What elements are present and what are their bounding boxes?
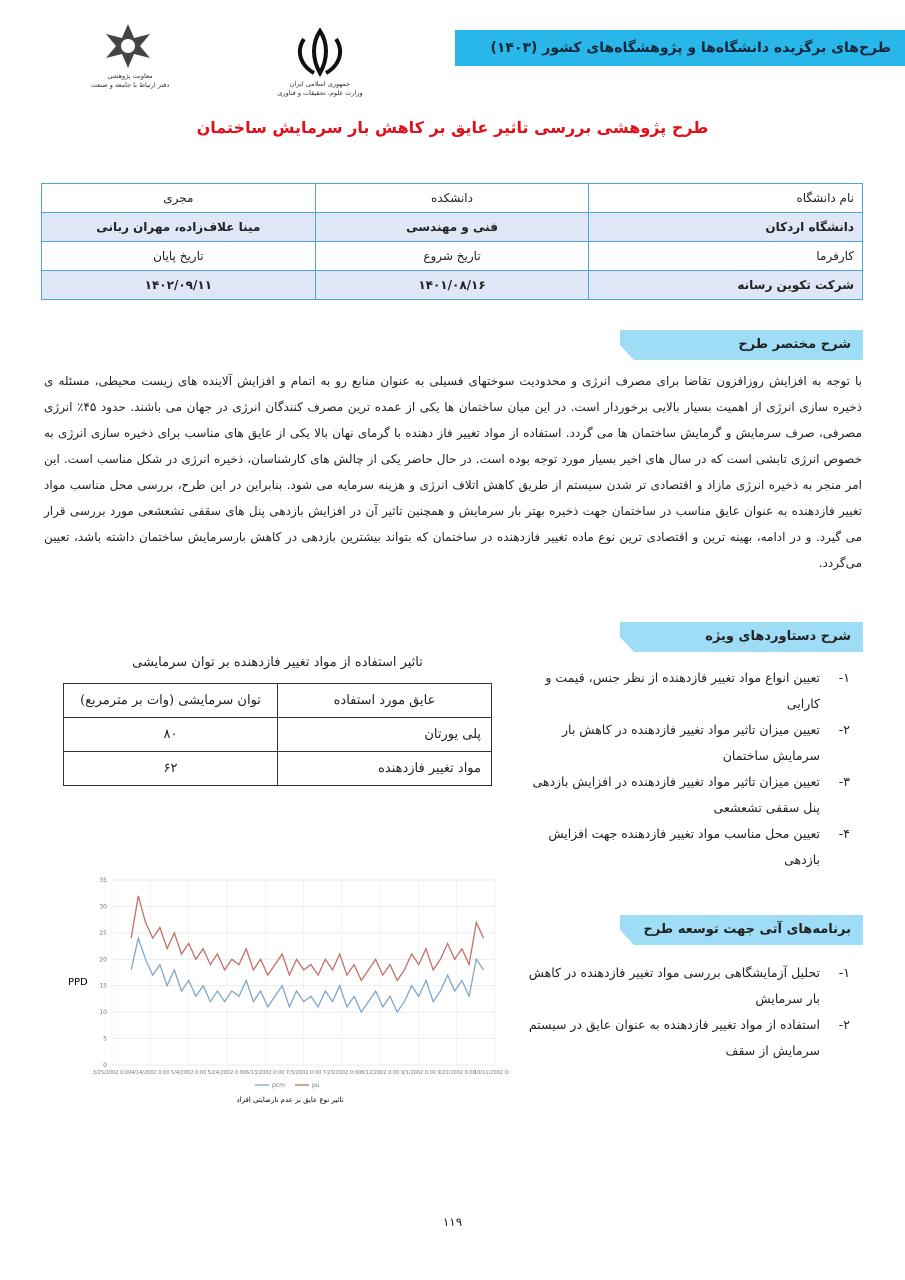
- achievements-list: ۱- تعیین انواع مواد تغییر فازدهنده از نظر…: [520, 665, 850, 873]
- cell: ۱۴۰۲/۰۹/۱۱: [41, 270, 316, 300]
- cell: عایق مورد استفاده: [277, 683, 492, 718]
- data-line: [130, 895, 485, 982]
- cell: مینا علاف‌زاده، مهران ربانی: [41, 212, 316, 242]
- y-tick-label: 15: [99, 983, 107, 990]
- page-number: ۱۱۹: [442, 1215, 463, 1229]
- y-tick-label: 25: [99, 930, 107, 937]
- item-text: تعیین انواع مواد تغییر فازدهنده از نظر ج…: [545, 670, 820, 711]
- list-item: ۳- تعیین میزان تاثیر مواد تغییر فازدهنده …: [520, 769, 850, 821]
- section-heading: شرح دستاوردهای ویژه: [620, 622, 863, 652]
- item-text: تعیین میزان تاثیر مواد تغییر فازدهنده در…: [532, 774, 820, 815]
- item-number: ۱-: [838, 670, 850, 685]
- y-tick-label: 0: [103, 1062, 107, 1069]
- y-axis-label: PPD: [68, 977, 88, 988]
- list-item: ۱- تعیین انواع مواد تغییر فازدهنده از نظر…: [520, 665, 850, 717]
- list-item: ۲- تعیین میزان تاثیر مواد تغییر فازدهنده …: [520, 717, 850, 769]
- info-table: نام دانشگاه دانشکده مجری دانشگاه اردکان فنی…: [41, 183, 863, 300]
- cell: کارفرما: [588, 241, 863, 271]
- cell: دانشگاه اردکان: [588, 212, 863, 242]
- cell: تاریخ شروع: [314, 241, 590, 271]
- x-tick-label: 7/23/2002 0:00: [323, 1070, 361, 1076]
- result-table: عایق مورد استفاده توان سرمایشی (وات بر مت…: [63, 683, 492, 786]
- list-item: ۴- تعیین محل مناسب مواد تغییر فازدهنده جه…: [520, 821, 850, 873]
- header-title: طرح‌های برگزیده دانشگاه‌ها و پژوهشگاه‌ها…: [455, 30, 905, 66]
- cell: ۸۰: [63, 717, 278, 752]
- list-item: ۲- استفاده از مواد تغییر فازدهنده به عنوا…: [520, 1012, 850, 1064]
- item-number: ۳-: [838, 774, 850, 789]
- summary-text: با توجه به افزایش روزافزون تقاضا برای مص…: [44, 374, 862, 570]
- cell: نام دانشگاه: [588, 183, 863, 213]
- logo-text: جمهوری اسلامی ایران وزارت علوم، تحقیقات …: [277, 80, 363, 97]
- item-number: ۴-: [838, 826, 850, 841]
- chart: PPD تاثیر نوع عایق بر عدم نارضایتی افراد…: [68, 877, 510, 1104]
- page-title: طرح پژوهشی بررسی تاثیر عایق بر کاهش بار …: [196, 118, 709, 137]
- cell: شرکت تکوین رسانه: [588, 270, 863, 300]
- legend-label: pu: [312, 1082, 320, 1089]
- y-tick-label: 30: [99, 903, 107, 910]
- y-tick-label: 5: [103, 1036, 107, 1043]
- item-text: تحلیل آزمایشگاهی بررسی مواد تغییر فازدهن…: [528, 965, 820, 1006]
- cell: توان سرمایشی (وات بر مترمربع): [63, 683, 278, 718]
- future-list: ۱- تحلیل آزمایشگاهی بررسی مواد تغییر فازد…: [520, 960, 850, 1064]
- x-tick-label: 6/13/2002 0:00: [246, 1070, 284, 1076]
- legend-label: pcm: [272, 1082, 285, 1089]
- logo-ornament: [106, 24, 150, 68]
- item-text: تعیین محل مناسب مواد تغییر فازدهنده جهت …: [548, 826, 820, 867]
- cell: مجری: [41, 183, 316, 213]
- section-heading: شرح مختصر طرح: [620, 330, 863, 360]
- cell: دانشکده: [314, 183, 590, 213]
- x-tick-label: 5/24/2002 0:00: [208, 1070, 246, 1076]
- data-line: [130, 935, 485, 1014]
- y-tick-label: 20: [99, 956, 107, 963]
- logo-text: معاونت پژوهشی دفتر ارتباط با جامعه و صنع…: [90, 72, 170, 89]
- x-tick-label: 5/4/2002 0:00: [171, 1070, 206, 1076]
- list-item: ۱- تحلیل آزمایشگاهی بررسی مواد تغییر فازد…: [520, 960, 850, 1012]
- item-number: ۱-: [838, 965, 850, 980]
- section-heading: برنامه‌های آتی جهت توسعه طرح: [620, 915, 863, 945]
- x-tick-label: 7/3/2002 0:00: [286, 1070, 321, 1076]
- x-tick-label: 9/21/2002 0:00: [437, 1070, 475, 1076]
- cell: پلی یورتان: [277, 717, 492, 752]
- x-tick-label: 10/11/2002 0:00: [474, 1070, 510, 1076]
- item-number: ۲-: [838, 1017, 850, 1032]
- x-tick-label: 4/14/2002 0:00: [131, 1070, 169, 1076]
- cell: ۶۲: [63, 751, 278, 786]
- cell: مواد تغییر فازدهنده: [277, 751, 492, 786]
- x-tick-label: 8/12/2002 0:00: [361, 1070, 399, 1076]
- cell: تاریخ پایان: [41, 241, 316, 271]
- table-caption: تاثیر استفاده از مواد تغییر فازدهنده بر …: [132, 655, 423, 670]
- y-tick-label: 10: [99, 1009, 107, 1016]
- y-tick-label: 35: [99, 877, 107, 884]
- cell: ۱۴۰۱/۰۸/۱۶: [314, 270, 590, 300]
- emblem: [297, 27, 343, 78]
- item-text: استفاده از مواد تغییر فازدهنده به عنوان …: [528, 1017, 820, 1058]
- x-tick-label: 9/1/2002 0:00: [401, 1070, 436, 1076]
- x-tick-label: 3/25/2002 0:00: [93, 1070, 131, 1076]
- item-text: تعیین میزان تاثیر مواد تغییر فازدهنده در…: [561, 722, 820, 763]
- chart-caption: تاثیر نوع عایق بر عدم نارضایتی افراد: [237, 1096, 344, 1104]
- item-number: ۲-: [838, 722, 850, 737]
- cell: فنی و مهندسی: [314, 212, 590, 242]
